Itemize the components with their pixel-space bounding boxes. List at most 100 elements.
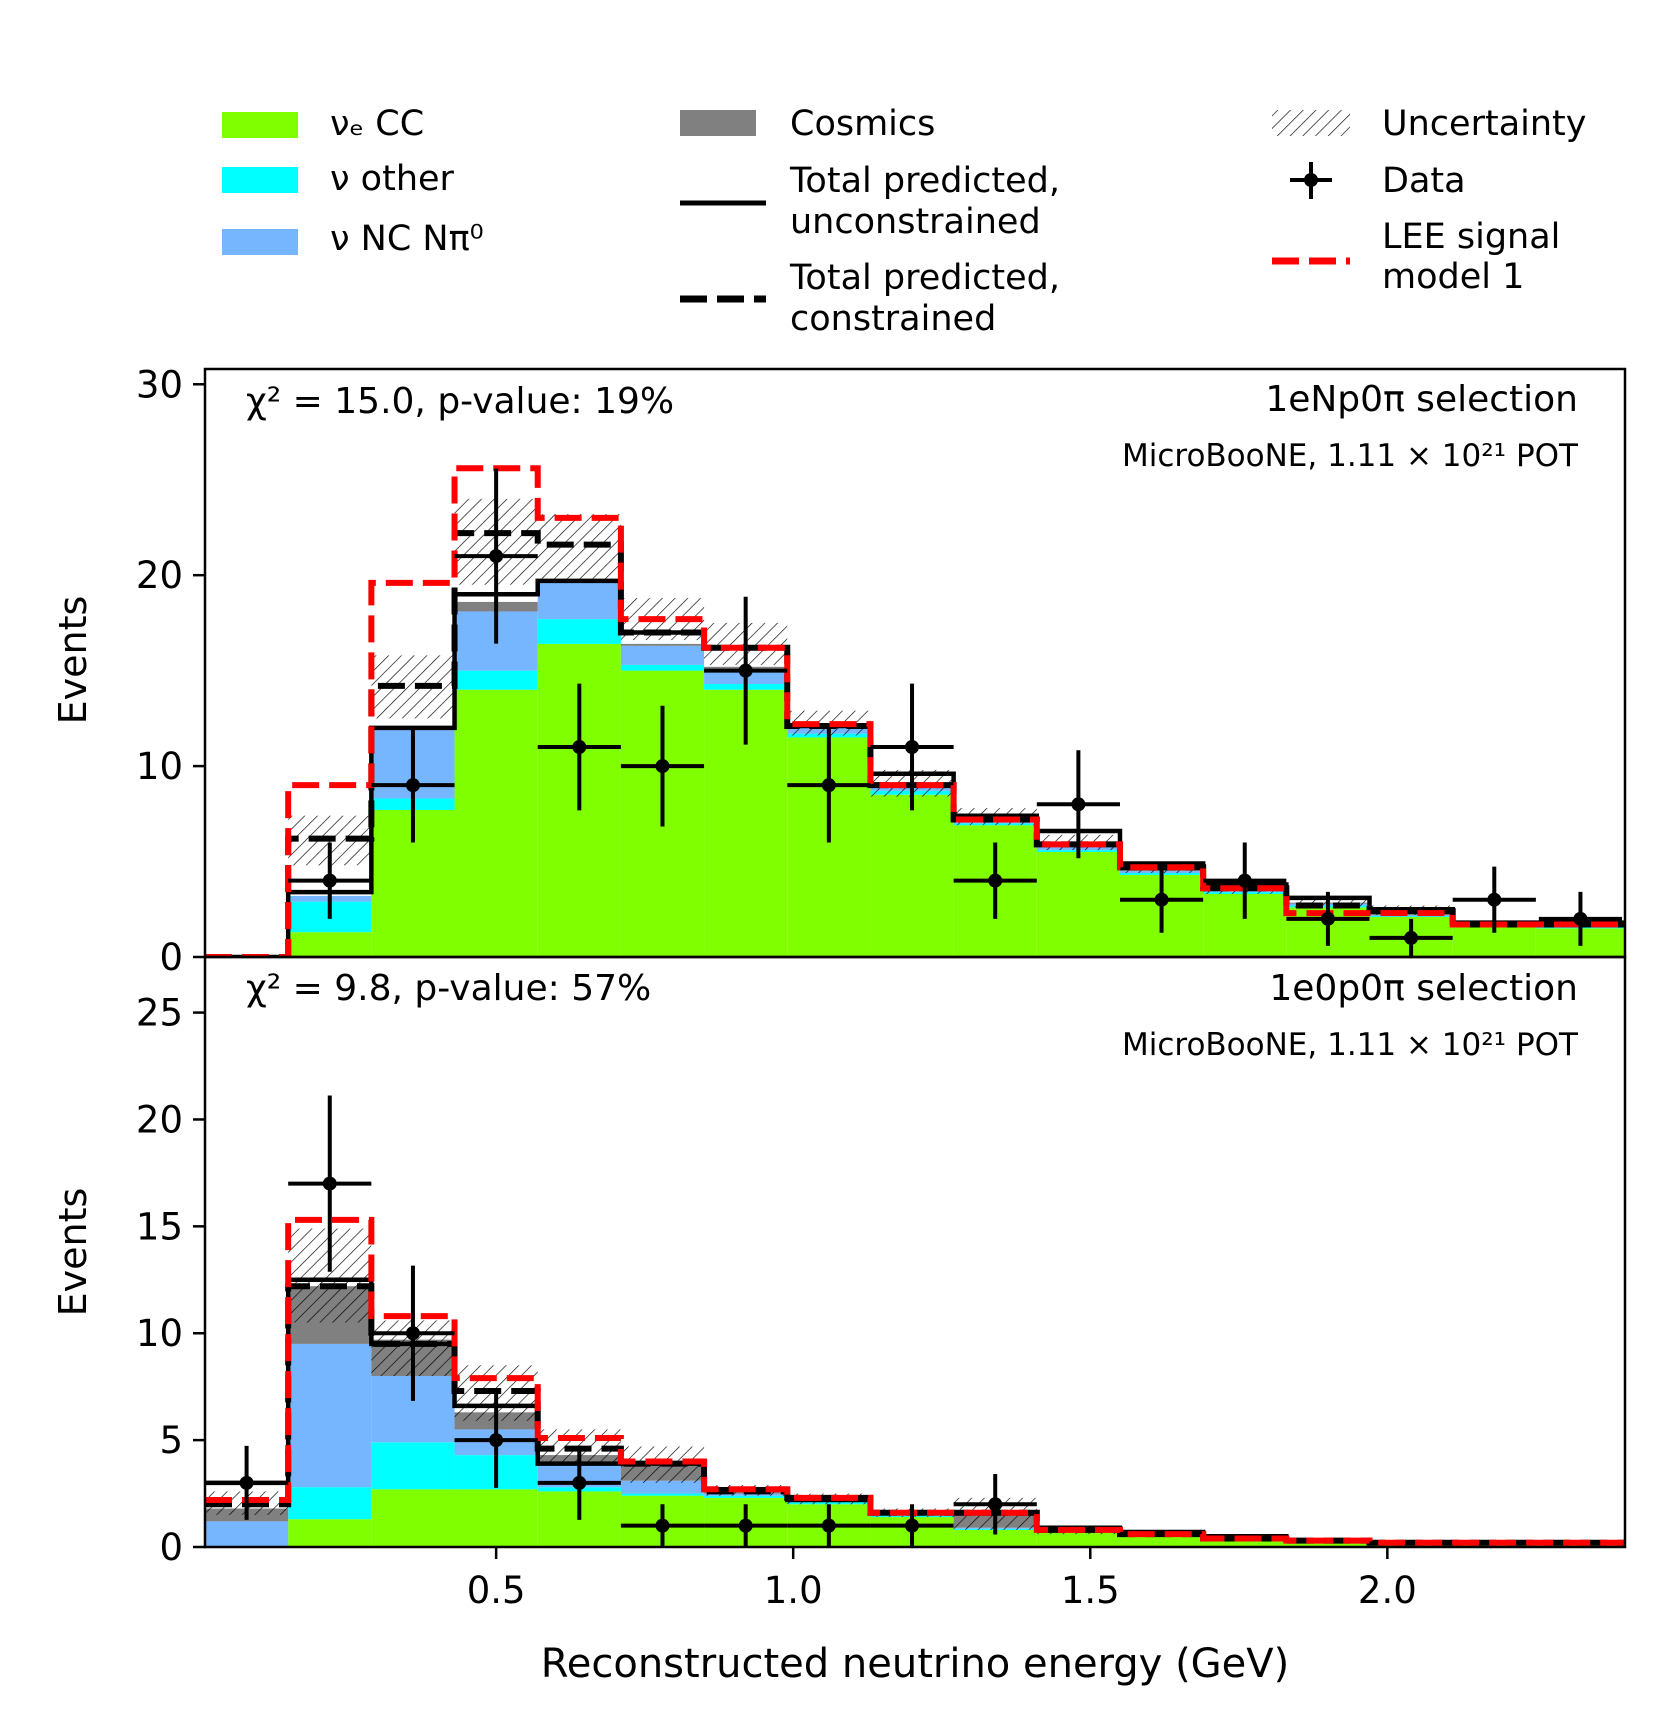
data-point-marker — [1573, 911, 1588, 926]
lee-signal-line — [205, 1216, 1625, 1546]
legend-swatch-uncertainty — [1272, 110, 1350, 136]
data-point — [1369, 918, 1453, 957]
bar-nu_other-bin-5 — [620, 664, 705, 671]
bar-nc_pi0-bin-14 — [1369, 915, 1453, 916]
data-point — [787, 727, 871, 843]
data-point-marker — [572, 740, 587, 754]
y-tick-label: 30 — [136, 363, 183, 406]
data-point-marker — [988, 873, 1003, 888]
data-point — [870, 683, 954, 811]
data-point-marker — [489, 1433, 504, 1448]
data-point — [704, 596, 788, 745]
data-point-marker — [905, 740, 920, 754]
data-point — [620, 705, 705, 827]
x-axis-label: Reconstructed neutrino energy (GeV) — [541, 1641, 1290, 1687]
panel-1e0p0pi: 0 5 10 15 20 25 0.5 1.0 1.5 2.0 — [136, 955, 1627, 1612]
panel-2-y-axis-label: Events — [51, 1188, 95, 1317]
y-tick-label: 20 — [136, 554, 183, 597]
data-point-marker — [821, 1518, 836, 1533]
data-point-marker — [1487, 892, 1502, 907]
bar-nue_cc-bin-2 — [371, 1489, 455, 1547]
panel-1-y-axis-label: Events — [51, 596, 95, 725]
y-tick-label: 10 — [136, 1312, 183, 1355]
panel-1eNp0pi: 0 10 20 30 — [136, 363, 1627, 979]
data-point-marker — [988, 1497, 1003, 1512]
bar-nu_other-bin-6 — [704, 1495, 788, 1498]
bar-nu_other-bin-1 — [288, 1487, 372, 1520]
legend-label-nu-other: ν other — [330, 159, 455, 199]
data-point-marker — [655, 759, 670, 774]
bar-nue_cc-bin-10 — [1036, 852, 1120, 957]
bar-nue_cc-bin-1 — [288, 932, 372, 957]
data-point-marker — [655, 1518, 670, 1533]
bar-nue_cc-bin-9 — [953, 1529, 1037, 1547]
data-point-marker — [905, 1518, 920, 1533]
data-point-marker — [821, 778, 836, 793]
data-point — [1119, 866, 1204, 933]
legend-label-total-constrained-1: Total predicted, — [789, 258, 1060, 298]
data-point-marker — [738, 1518, 753, 1533]
bar-nc_pi0-bin-1 — [288, 1343, 372, 1488]
legend: νₑ CC ν other ν NC Nπ⁰ Cosmics Total pre… — [222, 104, 1586, 339]
legend-swatch-cosmics — [680, 110, 756, 136]
x-tick-label: 1.5 — [1061, 1569, 1120, 1612]
legend-label-nc-pi0: ν NC Nπ⁰ — [330, 219, 484, 259]
x-tick-label: 0.5 — [467, 1569, 526, 1612]
data-point — [953, 1474, 1037, 1535]
bar-nue_cc-bin-13 — [1286, 1542, 1370, 1547]
data-point-marker — [405, 1326, 420, 1341]
legend-swatch-nc-pi0 — [222, 229, 298, 255]
data-point — [704, 1504, 788, 1547]
legend-label-total-constrained-2: constrained — [790, 299, 996, 339]
legend-label-lee-1: LEE signal — [1382, 217, 1560, 257]
bar-nc_pi0-bin-4 — [537, 582, 621, 620]
data-point-marker — [322, 1176, 337, 1191]
x-tick-label: 1.0 — [764, 1569, 823, 1612]
legend-label-cosmics: Cosmics — [790, 104, 935, 144]
data-point — [1452, 866, 1536, 933]
y-tick-label: 0 — [159, 936, 183, 979]
data-point — [371, 727, 455, 843]
data-point — [454, 468, 538, 644]
data-point — [870, 1504, 954, 1547]
bar-nu_other-bin-4 — [537, 619, 621, 644]
data-point-marker — [489, 549, 504, 564]
bar-nu_other-bin-2 — [371, 1442, 455, 1490]
bar-nue_cc-bin-8 — [870, 794, 954, 957]
legend-label-nue-cc: νₑ CC — [330, 104, 424, 144]
legend-label-uncertainty: Uncertainty — [1382, 104, 1586, 144]
panel-2-chi2-label: χ² = 9.8, p-value: 57% — [246, 968, 651, 1009]
y-tick-label: 25 — [136, 992, 183, 1035]
legend-label-data: Data — [1382, 161, 1466, 201]
data-point-marker — [1154, 892, 1169, 907]
y-tick-label: 20 — [136, 1098, 183, 1141]
data-point — [288, 1095, 372, 1272]
y-tick-label: 0 — [159, 1526, 183, 1569]
y-tick-label: 10 — [136, 745, 183, 788]
bar-nue_cc-bin-10 — [1036, 1532, 1120, 1547]
bar-nue_cc-bin-12 — [1203, 1540, 1287, 1547]
data-point — [537, 1445, 621, 1520]
data-point — [205, 1445, 289, 1520]
bar-nc_pi0-bin-5 — [620, 1480, 705, 1494]
bar-nue_cc-bin-3 — [454, 1489, 538, 1547]
data-point-marker — [572, 1475, 587, 1490]
data-point — [1538, 891, 1623, 946]
panel-1-title: 1eNp0π selection — [1265, 379, 1578, 420]
bar-nue_cc-bin-1 — [288, 1519, 372, 1547]
data-point-marker — [405, 778, 420, 793]
data-point — [371, 1265, 455, 1401]
bar-cosmics-bin-5 — [620, 643, 705, 646]
plot-area-2 — [205, 1095, 1625, 1547]
data-point-marker — [1320, 911, 1335, 926]
bar-nu_other-bin-3 — [454, 670, 538, 690]
data-point-marker — [1071, 797, 1086, 812]
lee-signal-line — [205, 465, 1625, 957]
bar-nc_pi0-bin-0 — [205, 1521, 289, 1547]
plot-area-1 — [205, 465, 1625, 957]
data-point-marker — [1237, 873, 1252, 888]
bar-nue_cc-bin-11 — [1119, 1536, 1204, 1547]
data-point-marker — [1404, 930, 1419, 945]
data-point — [620, 1504, 705, 1547]
